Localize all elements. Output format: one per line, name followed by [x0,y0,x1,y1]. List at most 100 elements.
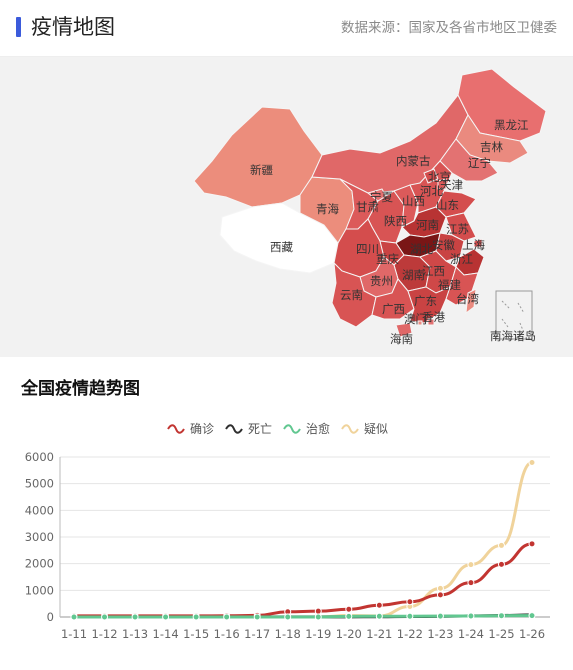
legend-swatch [225,424,243,434]
trend-chart[interactable]: 确诊 死亡 治愈 疑似 0 1000 2000 3000 4000 5000 6000 1-11 1… [0,405,573,666]
x-tick-label: 1-17 [244,627,270,641]
legend-item[interactable]: 疑似 [341,421,388,436]
series-line[interactable] [73,542,533,618]
y-tick-label: 3000 [25,530,54,544]
province-label: 上海 [462,238,485,252]
province-label: 海南 [390,332,413,346]
province-beijing[interactable] [423,168,439,184]
province-label: 河北 [420,184,443,198]
province-hainan[interactable] [395,322,413,338]
province-tianjin[interactable] [437,178,447,190]
data-point[interactable] [497,541,505,549]
data-point[interactable] [314,613,322,621]
x-tick-label: 1-16 [214,627,240,641]
province-label: 北京 [428,170,451,184]
legend-item[interactable]: 治愈 [283,421,330,436]
x-tick-label: 1-19 [305,627,331,641]
legend-swatch [341,424,359,434]
y-tick-label: 1000 [25,583,54,597]
province-label: 广西 [382,302,405,316]
data-point[interactable] [375,601,383,609]
x-tick-label: 1-18 [275,627,301,641]
data-point[interactable] [375,612,383,620]
y-tick-label: 4000 [25,503,54,517]
trend-chart-svg[interactable]: 确诊 死亡 治愈 疑似 0 1000 2000 3000 4000 5000 6000 1-11 1… [0,405,573,666]
series-line[interactable] [74,460,533,619]
south-sea-label: 南海诸岛 [490,329,536,343]
y-tick-label: 0 [47,610,54,624]
x-tick-label: 1-11 [61,627,87,641]
province-taiwan[interactable] [465,288,477,315]
x-tick-label: 1-21 [366,627,392,641]
trend-section-title: 全国疫情趋势图 [21,379,140,399]
data-point[interactable] [162,613,170,621]
province-label: 天津 [440,178,463,192]
province-label: 河南 [416,218,439,232]
data-point[interactable] [345,612,353,620]
data-point[interactable] [253,613,261,621]
province-label: 四川 [356,242,379,256]
data-point[interactable] [467,579,475,587]
data-point[interactable] [436,612,444,620]
series-line[interactable] [74,614,533,619]
legend-swatch [167,424,185,434]
province-label: 青海 [316,202,339,216]
data-point[interactable] [345,605,353,613]
legend-item[interactable]: 确诊 [167,422,214,436]
legend-label: 死亡 [248,422,272,436]
province-label: 内蒙古 [396,154,431,168]
province-hongkong[interactable] [427,318,435,326]
data-point[interactable] [436,591,444,599]
data-point[interactable] [131,613,139,621]
x-tick-label: 1-12 [91,627,117,641]
header-accent-bar [16,17,21,37]
data-point[interactable] [467,612,475,620]
data-point[interactable] [406,598,414,606]
data-point[interactable] [497,560,505,568]
province-label: 香港 [422,310,445,324]
province-label: 甘肃 [356,200,379,214]
legend-label: 治愈 [306,421,330,436]
x-tick-label: 1-15 [183,627,209,641]
data-point[interactable] [101,613,109,621]
province-label: 江苏 [446,222,469,236]
province-macau[interactable] [417,320,423,326]
data-point[interactable] [436,584,444,592]
data-point[interactable] [70,613,78,621]
province-label: 新疆 [250,163,273,177]
legend-item[interactable]: 死亡 [225,422,272,436]
province-label: 重庆 [376,252,399,266]
x-tick-label: 1-25 [488,627,514,641]
province-label: 辽宁 [468,156,491,170]
south-sea-inset [495,290,533,340]
province-label: 山西 [402,194,425,208]
province-label: 澳门 [404,312,427,326]
province-guangdong[interactable] [407,286,451,324]
data-point[interactable] [528,458,536,466]
data-point[interactable] [192,613,200,621]
data-point[interactable] [528,612,536,620]
section-header: 疫情地图 数据来源：国家及各省市地区卫健委 [0,0,573,57]
data-point[interactable] [284,613,292,621]
y-tick-label: 2000 [25,557,54,571]
data-point[interactable] [528,540,536,548]
x-tick-label: 1-23 [427,627,453,641]
province-label: 陕西 [384,214,407,228]
province-label: 湖南 [402,268,425,282]
province-xinjiang[interactable] [193,106,323,208]
data-point[interactable] [497,612,505,620]
data-point[interactable] [223,613,231,621]
province-label: 吉林 [480,140,503,154]
province-label: 云南 [340,288,363,302]
province-label: 西藏 [270,240,293,254]
data-point[interactable] [406,612,414,620]
province-label: 贵州 [370,274,393,288]
x-tick-label: 1-22 [397,627,423,641]
province-label: 黑龙江 [494,118,529,132]
data-point[interactable] [467,561,475,569]
y-tick-label: 5000 [25,477,54,491]
province-shanghai[interactable] [473,238,483,248]
epidemic-map[interactable]: 黑龙江 吉林 辽宁 内蒙古 新疆 西藏 青海 甘肃 宁夏 陕西 山西 北京 天津 河北 山东 河南 江苏 安徽 上海… [0,57,573,357]
data-point[interactable] [314,607,322,615]
